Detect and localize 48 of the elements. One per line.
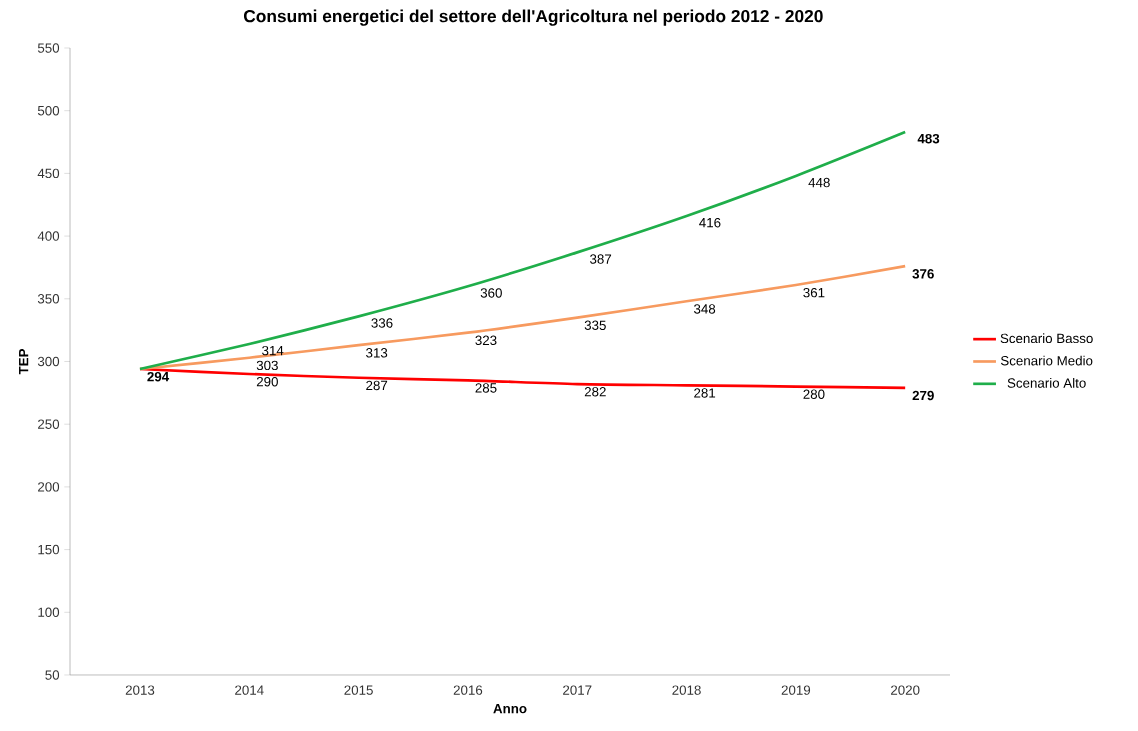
x-tick-label: 2018 [672, 685, 701, 695]
x-tick-label: 2016 [453, 685, 483, 695]
data-label: 360 [480, 288, 502, 298]
x-tick-label: 2013 [125, 685, 155, 695]
y-tick-label: 500 [37, 105, 60, 116]
legend-label: Scenario Medio [1000, 355, 1093, 366]
x-tick-label: 2019 [781, 685, 811, 695]
data-label: 287 [366, 380, 388, 391]
y-axis-title: TEP [19, 348, 29, 375]
data-label: 448 [808, 177, 830, 188]
data-label: 313 [366, 348, 388, 358]
data-label: 335 [584, 320, 606, 330]
data-label: 281 [694, 388, 716, 398]
x-tick-label: 2017 [563, 685, 592, 695]
y-tick-label: 100 [38, 607, 60, 617]
data-label: 376 [912, 269, 934, 279]
line-series [138, 130, 907, 371]
x-tick-label: 2014 [235, 685, 264, 695]
data-label: 290 [256, 376, 278, 387]
chart-title: Consumi energetici del settore dell'Agricoltura nel periodo 2012 - 2020 [243, 9, 823, 26]
y-tick-label: 350 [37, 294, 60, 304]
x-axis-title: Anno [493, 703, 527, 714]
data-label: 336 [371, 318, 393, 328]
y-tick-label: 50 [45, 670, 60, 680]
data-label: 303 [256, 360, 278, 371]
y-tick-label: 150 [38, 544, 60, 555]
y-tick-label: 250 [38, 419, 60, 429]
x-tick-label: 2020 [891, 685, 920, 695]
data-label: 483 [917, 133, 940, 144]
y-tick-label: 300 [37, 356, 60, 367]
data-label: 285 [475, 383, 497, 393]
y-tick-label: 450 [37, 168, 60, 179]
data-label: 279 [912, 390, 934, 401]
data-label: 314 [262, 345, 284, 356]
y-tick-label: 400 [37, 231, 60, 241]
data-label: 387 [590, 254, 612, 264]
data-label: 282 [584, 387, 606, 397]
x-tick-label: 2015 [344, 685, 373, 695]
data-label: 323 [475, 335, 497, 346]
legend-label: Scenario Basso [1000, 333, 1093, 344]
data-label: 361 [803, 287, 825, 298]
y-tick-label: 550 [37, 43, 60, 53]
data-label: 348 [693, 304, 716, 314]
data-label: 280 [803, 389, 825, 399]
legend-label: Scenario Alto [1007, 377, 1086, 388]
data-label: 294 [147, 371, 170, 382]
y-tick-label: 200 [38, 482, 60, 492]
data-label: 416 [699, 217, 721, 228]
